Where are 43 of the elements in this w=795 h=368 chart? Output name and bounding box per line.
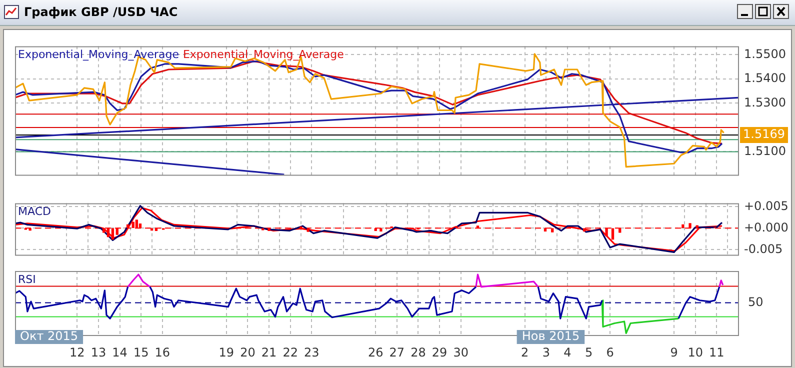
x-tick-label: 15 [133,345,149,360]
y-tick-label: +0.000 [744,220,788,234]
x-tick-label: 28 [410,345,426,360]
text: 50 [748,294,764,309]
series-label: Exponential_Moving_Average [182,48,344,62]
x-tick-label: 13 [90,345,106,360]
annotation: Окт 2015 [20,329,78,344]
x-tick-label: 11 [709,345,724,360]
x-tick-label: 2 [521,345,529,360]
x-tick-label: 22 [282,345,298,360]
chart-title: График GBP /USD ЧАС [24,5,178,19]
x-tick-label: 27 [389,345,405,360]
x-tick-label: 6 [606,345,614,360]
y-tick-label: +0.005 [744,198,788,213]
x-tick-label: 14 [112,345,128,360]
x-tick-label: 9 [670,345,678,360]
x-tick-label: 30 [453,345,469,360]
bar [611,228,614,240]
y-tick-label: 1.5300 [744,95,786,110]
x-tick-label: 12 [70,345,85,360]
x-tick-label: 3 [542,345,550,360]
y-tick-label: 1.5100 [744,144,786,158]
x-tick-label: 20 [240,345,256,360]
chart-title: RSI [18,272,36,286]
annotation: Нов 2015 [522,329,580,344]
ref-line-label: 1.5169 [743,127,785,142]
series-label: Exponential_Moving_Average [18,48,180,62]
x-tick-label: 16 [154,345,170,360]
x-tick-label: 4 [564,345,572,360]
bar [111,228,114,240]
x-tick-label: 26 [368,345,384,360]
x-tick-label: 5 [584,345,593,360]
x-tick-label: 10 [688,345,704,360]
x-tick-label: 23 [304,345,320,360]
y-tick-label: -0.005 [744,242,783,256]
chart-title: MACD [18,205,51,218]
x-tick-label: 29 [432,345,448,360]
y-tick-label: 1.5500 [744,46,786,61]
bar [551,228,554,232]
bar [102,228,106,233]
x-tick-label: 21 [261,345,277,360]
x-tick-label: 19 [218,345,234,360]
y-tick-label: 1.5400 [744,71,786,86]
